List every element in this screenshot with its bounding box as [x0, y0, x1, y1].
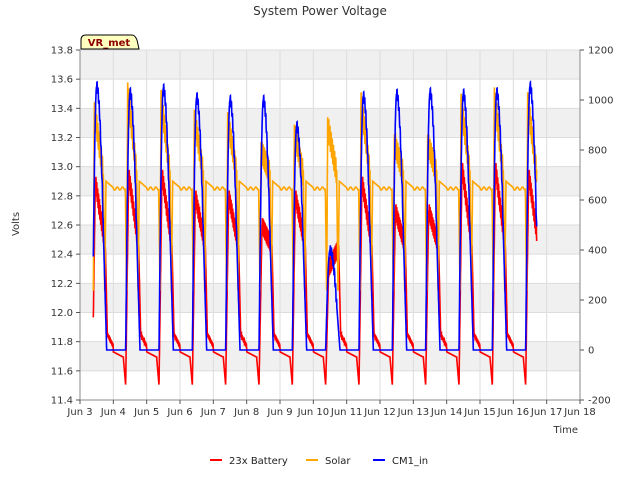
plot-band — [80, 341, 580, 371]
series-cm1-in-line — [92, 80, 538, 351]
plot-band — [80, 195, 580, 225]
right-tick-label: 1000 — [588, 96, 613, 107]
x-tick-label: Jun 9 — [266, 407, 292, 418]
series-layer — [92, 80, 538, 385]
left-tick-label: 13.6 — [51, 75, 73, 86]
left-tick-label: 12.2 — [51, 279, 73, 290]
left-y-ticks: 11.4 11.6 11.8 12.0 12.2 12.4 12.6 12.8 13.0 13.2… — [51, 46, 80, 407]
right-tick-label: -200 — [588, 396, 611, 407]
plot-band — [80, 312, 580, 342]
x-tick-label: Jun 12 — [363, 407, 396, 418]
x-tick-label: Jun 3 — [66, 407, 92, 418]
right-tick-label: 600 — [588, 196, 607, 207]
x-tick-label: Jun 8 — [233, 407, 259, 418]
x-tick-label: Jun 10 — [297, 407, 330, 418]
grid-lines — [79, 49, 581, 401]
x-tick-label: Jun 18 — [563, 407, 596, 418]
vr-met-badge: VR_met — [80, 34, 140, 50]
left-tick-label: 11.6 — [51, 366, 73, 377]
left-tick-label: 12.0 — [51, 308, 73, 319]
left-tick-label: 13.0 — [51, 162, 73, 173]
left-tick-label: 11.8 — [51, 337, 73, 348]
x-tick-label: Jun 16 — [497, 407, 530, 418]
x-tick-label: Jun 15 — [463, 407, 496, 418]
plot-band — [80, 370, 580, 400]
badge-box — [80, 34, 140, 50]
x-tick-label: Jun 11 — [330, 407, 363, 418]
series-solar-line — [92, 82, 538, 291]
left-tick-label: 12.6 — [51, 221, 73, 232]
series-23x-battery-line — [92, 162, 538, 385]
legend-label: CM1_in — [392, 456, 428, 467]
x-tick-label: Jun 5 — [133, 407, 159, 418]
right-tick-label: 200 — [588, 296, 607, 307]
left-tick-label: 11.4 — [51, 396, 73, 407]
plot-band — [80, 79, 580, 109]
left-tick-label: 12.8 — [51, 191, 73, 202]
x-axis-title: Time — [553, 425, 578, 436]
right-y-ticks: -200 0 200 400 600 800 1000 1200 — [580, 46, 613, 407]
plot-band — [80, 166, 580, 196]
right-tick-label: 800 — [588, 146, 607, 157]
legend-label: 23x Battery — [229, 456, 288, 467]
legend-label: Solar — [325, 456, 351, 467]
x-tick-label: Jun 17 — [530, 407, 563, 418]
plot-band — [80, 283, 580, 313]
x-tick-label: Jun 14 — [430, 407, 463, 418]
left-tick-label: 12.4 — [51, 250, 73, 261]
badge-label: VR_met — [88, 38, 131, 49]
x-tick-label: Jun 6 — [166, 407, 192, 418]
x-tick-label: Jun 13 — [397, 407, 430, 418]
left-tick-label: 13.4 — [51, 104, 73, 115]
right-tick-label: 400 — [588, 246, 607, 257]
x-tick-label: Jun 4 — [100, 407, 126, 418]
chart-title: System Power Voltage — [253, 4, 387, 18]
left-tick-label: 13.8 — [51, 46, 73, 57]
y-axis-title: Volts — [11, 212, 22, 236]
x-ticks: Jun 3 Jun 4 Jun 5 Jun 6 Jun 7 Jun 8 Jun 9 Jun 1… — [66, 400, 596, 418]
right-tick-label: 1200 — [588, 46, 613, 57]
right-tick-label: 0 — [588, 346, 594, 357]
legend: 23x Battery Solar CM1_in — [210, 456, 428, 467]
left-tick-label: 13.2 — [51, 133, 73, 144]
x-tick-label: Jun 7 — [200, 407, 226, 418]
plot-band — [80, 50, 580, 80]
